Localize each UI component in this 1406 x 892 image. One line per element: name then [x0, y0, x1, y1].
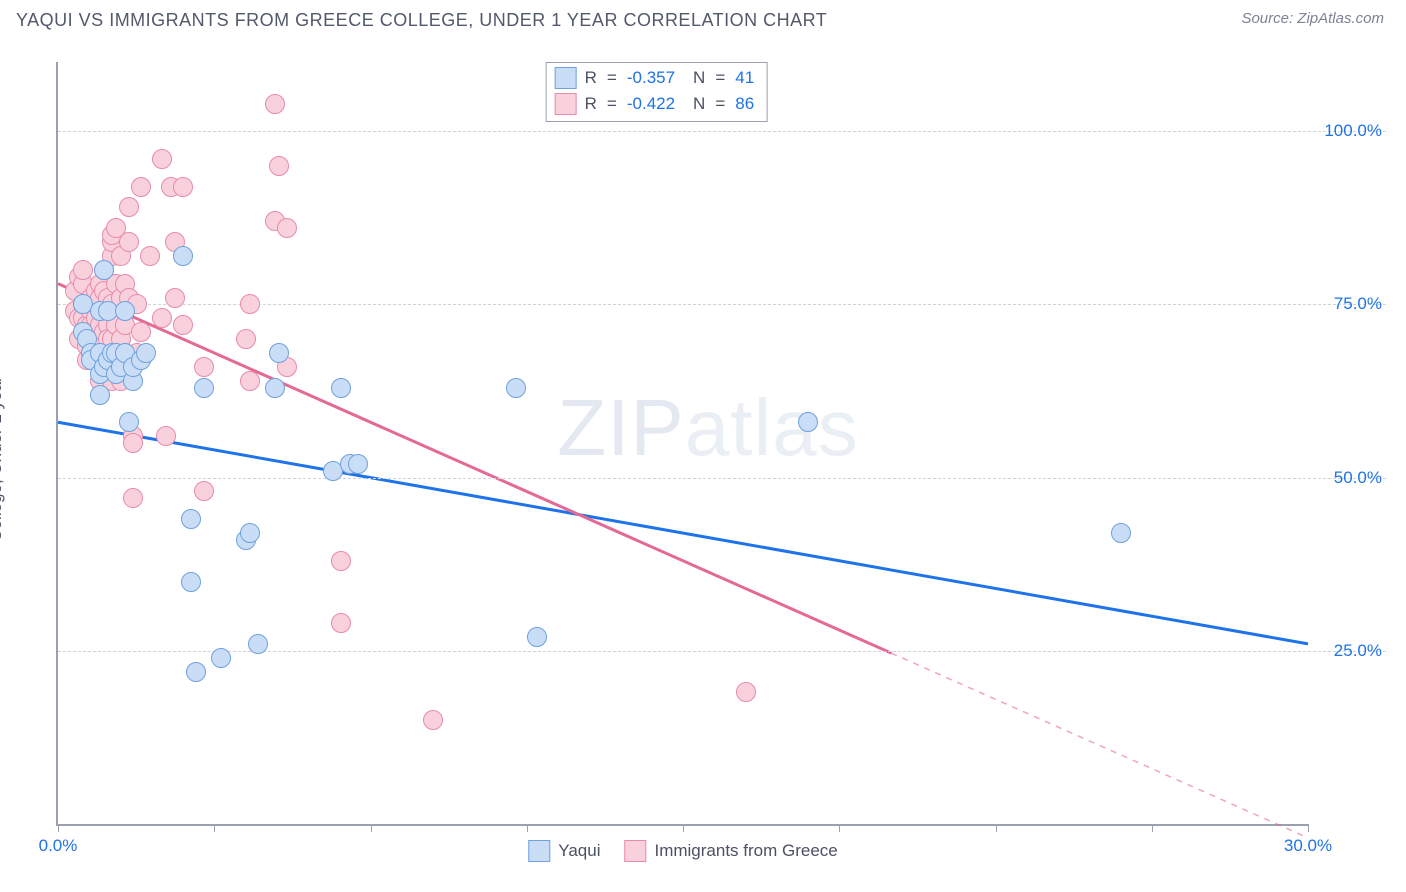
scatter-point-greece	[119, 232, 139, 252]
scatter-point-greece	[265, 94, 285, 114]
xtick	[214, 824, 215, 832]
scatter-point-greece	[173, 315, 193, 335]
legend-label-yaqui: Yaqui	[558, 841, 600, 861]
y-axis-label: College, Under 1 year	[0, 376, 6, 541]
scatter-point-greece	[277, 218, 297, 238]
scatter-point-yaqui	[248, 634, 268, 654]
trend-lines	[58, 62, 1308, 824]
scatter-point-yaqui	[115, 301, 135, 321]
scatter-point-greece	[240, 371, 260, 391]
legend-item-greece: Immigrants from Greece	[624, 840, 837, 862]
legend-item-yaqui: Yaqui	[528, 840, 600, 862]
chart-header: YAQUI VS IMMIGRANTS FROM GREECE COLLEGE,…	[0, 0, 1406, 37]
watermark-atlas: atlas	[685, 383, 859, 472]
scatter-point-greece	[131, 322, 151, 342]
gridline-h	[58, 478, 1386, 479]
xtick	[683, 824, 684, 832]
ytick-label: 25.0%	[1334, 641, 1382, 661]
scatter-point-yaqui	[173, 246, 193, 266]
xtick	[1308, 824, 1309, 832]
scatter-point-yaqui	[136, 343, 156, 363]
legend-swatch-yaqui	[528, 840, 550, 862]
xtick	[839, 824, 840, 832]
correlation-row-greece: R= -0.422 N= 86	[555, 91, 755, 117]
scatter-point-greece	[194, 481, 214, 501]
scatter-point-yaqui	[181, 572, 201, 592]
xtick	[527, 824, 528, 832]
r-label: R	[585, 91, 597, 117]
scatter-point-greece	[173, 177, 193, 197]
scatter-point-greece	[152, 149, 172, 169]
scatter-point-greece	[156, 426, 176, 446]
n-label: N	[693, 91, 705, 117]
scatter-point-greece	[73, 260, 93, 280]
scatter-point-yaqui	[1111, 523, 1131, 543]
swatch-greece	[555, 93, 577, 115]
scatter-point-yaqui	[90, 385, 110, 405]
scatter-point-yaqui	[506, 378, 526, 398]
scatter-point-yaqui	[94, 260, 114, 280]
plot-region: ZIPatlas R= -0.357 N= 41 R= -0.422 N=	[56, 62, 1308, 826]
scatter-point-yaqui	[194, 378, 214, 398]
scatter-point-yaqui	[119, 412, 139, 432]
chart-title: YAQUI VS IMMIGRANTS FROM GREECE COLLEGE,…	[16, 10, 827, 31]
correlation-text-yaqui: R= -0.357 N= 41	[585, 65, 755, 91]
correlation-row-yaqui: R= -0.357 N= 41	[555, 65, 755, 91]
xtick	[996, 824, 997, 832]
ytick-label: 75.0%	[1334, 294, 1382, 314]
xtick	[58, 824, 59, 832]
watermark-zip: ZIP	[557, 383, 684, 472]
scatter-point-greece	[194, 357, 214, 377]
xtick	[371, 824, 372, 832]
scatter-point-yaqui	[798, 412, 818, 432]
scatter-point-yaqui	[269, 343, 289, 363]
scatter-point-greece	[331, 613, 351, 633]
scatter-point-yaqui	[527, 627, 547, 647]
scatter-point-yaqui	[181, 509, 201, 529]
scatter-point-greece	[236, 329, 256, 349]
n-value-greece: 86	[735, 91, 754, 117]
r-value-greece: -0.422	[627, 91, 675, 117]
correlation-text-greece: R= -0.422 N= 86	[585, 91, 755, 117]
legend-label-greece: Immigrants from Greece	[654, 841, 837, 861]
source-attribution: Source: ZipAtlas.com	[1241, 10, 1384, 27]
trendline-greece	[58, 284, 891, 653]
scatter-point-greece	[140, 246, 160, 266]
r-label: R	[585, 65, 597, 91]
scatter-point-yaqui	[186, 662, 206, 682]
legend-swatch-greece	[624, 840, 646, 862]
correlation-legend: R= -0.357 N= 41 R= -0.422 N= 86	[546, 62, 768, 122]
n-value-yaqui: 41	[735, 65, 754, 91]
scatter-point-greece	[736, 682, 756, 702]
scatter-point-yaqui	[240, 523, 260, 543]
scatter-point-greece	[131, 177, 151, 197]
n-label: N	[693, 65, 705, 91]
scatter-point-greece	[423, 710, 443, 730]
scatter-point-greece	[240, 294, 260, 314]
gridline-h	[58, 131, 1386, 132]
xtick-label: 0.0%	[39, 836, 78, 856]
xtick-label: 30.0%	[1284, 836, 1332, 856]
r-value-yaqui: -0.357	[627, 65, 675, 91]
scatter-point-greece	[152, 308, 172, 328]
scatter-point-yaqui	[348, 454, 368, 474]
scatter-point-greece	[269, 156, 289, 176]
scatter-point-greece	[165, 288, 185, 308]
trendline-extrapolated-greece	[891, 653, 1308, 838]
scatter-point-yaqui	[265, 378, 285, 398]
chart-area: College, Under 1 year ZIPatlas R= -0.357…	[16, 44, 1386, 874]
scatter-point-yaqui	[211, 648, 231, 668]
scatter-point-greece	[123, 488, 143, 508]
ytick-label: 50.0%	[1334, 468, 1382, 488]
scatter-point-greece	[331, 551, 351, 571]
series-legend: Yaqui Immigrants from Greece	[528, 840, 837, 862]
scatter-point-greece	[119, 197, 139, 217]
ytick-label: 100.0%	[1324, 121, 1382, 141]
xtick	[1152, 824, 1153, 832]
scatter-point-greece	[123, 433, 143, 453]
swatch-yaqui	[555, 67, 577, 89]
scatter-point-yaqui	[331, 378, 351, 398]
